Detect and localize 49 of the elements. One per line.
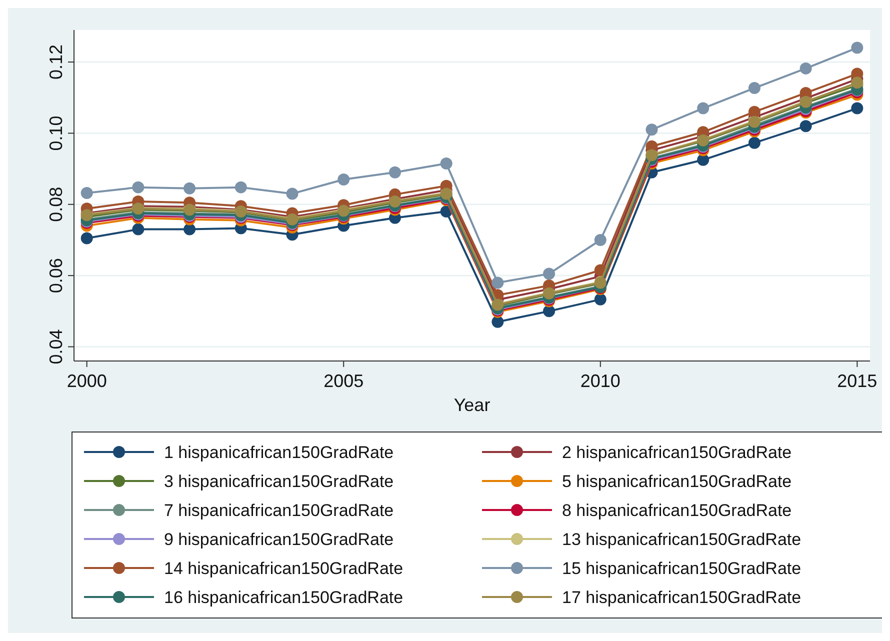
point [697,102,710,114]
point [800,120,812,132]
point [492,316,504,328]
y-tick-label: 0.04 [46,329,66,364]
x-tick-label: 2000 [66,371,107,391]
legend-label: 14 hispanicafrican150GradRate [164,559,404,578]
legend-label: 13 hispanicafrican150GradRate [562,530,802,549]
legend-label: 16 hispanicafrican150GradRate [164,588,404,607]
point [851,42,864,54]
point [440,157,452,170]
x-tick-label: 2005 [324,371,364,391]
legend-label: 3 hispanicafrican150GradRate [164,472,394,491]
point [184,182,196,194]
x-tick-label: 2015 [837,371,878,391]
point [697,154,710,166]
point [543,305,556,318]
point [594,234,606,246]
point [80,232,93,244]
point [492,276,504,289]
y-tick-label: 0.10 [46,116,66,151]
point [184,223,196,236]
legend-label: 9 hispanicafrican150GradRate [164,530,394,549]
point [594,293,606,306]
y-tick-label: 0.06 [46,258,66,294]
legend-label: 17 hispanicafrican150GradRate [562,588,802,607]
point [646,124,658,136]
point [748,136,760,149]
legend-label: 1 hispanicafrican150GradRate [164,443,394,462]
point [338,173,350,186]
legend-label: 5 hispanicafrican150GradRate [562,472,792,491]
x-axis-title: Year [454,395,490,415]
point [286,188,298,200]
point [132,223,144,236]
point [388,166,401,178]
point [748,106,760,118]
point [80,187,93,200]
legend-label: 2 hispanicafrican150GradRate [562,443,792,462]
x-tick-label: 2010 [580,371,620,391]
point [748,82,760,94]
point [132,181,144,194]
point [800,62,812,74]
legend-label: 8 hispanicafrican150GradRate [562,501,792,520]
y-tick-label: 0.12 [46,44,66,80]
point [851,102,864,114]
point [543,268,556,280]
legend-label: 7 hispanicafrican150GradRate [164,501,394,520]
y-tick-label: 0.08 [46,186,66,222]
point [234,181,247,194]
legend-label: 15 hispanicafrican150GradRate [562,559,802,578]
